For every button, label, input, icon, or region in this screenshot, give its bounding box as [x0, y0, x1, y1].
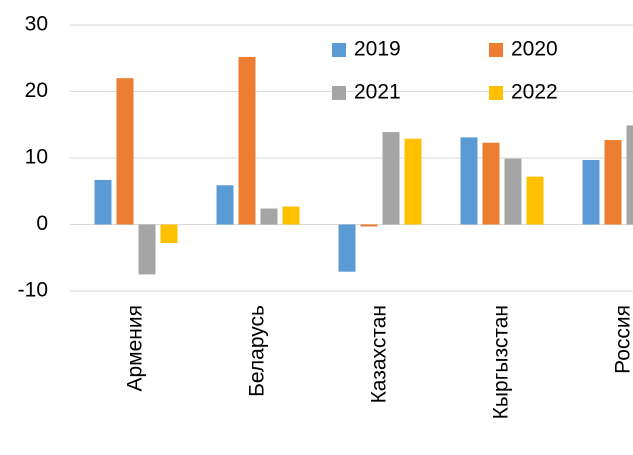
bar	[582, 159, 600, 225]
bar	[260, 208, 278, 225]
legend-label: 2020	[511, 38, 558, 61]
bar	[282, 206, 300, 225]
legend-label: 2019	[354, 38, 401, 61]
legend-swatch	[332, 43, 346, 57]
y-tick-label: 0	[36, 212, 48, 235]
legend-label: 2022	[511, 81, 558, 104]
y-tick-label: 30	[25, 13, 48, 36]
legend-swatch	[489, 86, 503, 100]
legend-swatch	[332, 86, 346, 100]
x-tick-label: Армения	[124, 305, 147, 392]
y-tick-label: -10	[18, 279, 48, 302]
bar	[526, 176, 544, 225]
bar	[604, 140, 622, 225]
bar	[360, 224, 378, 227]
bar	[504, 158, 522, 225]
bar	[238, 56, 256, 225]
y-tick-label: 10	[25, 146, 48, 169]
legend-label: 2021	[354, 81, 401, 104]
bar	[460, 137, 478, 225]
bar	[382, 132, 400, 225]
bar	[138, 224, 156, 275]
bar	[482, 142, 500, 225]
x-tick-label: Беларусь	[246, 305, 269, 397]
bar	[626, 125, 633, 225]
legend-swatch	[489, 43, 503, 57]
x-tick-label: Россия	[612, 305, 633, 374]
x-tick-label: Казахстан	[368, 305, 391, 403]
y-tick-label: 20	[25, 79, 48, 102]
bar	[116, 78, 134, 225]
bar	[404, 138, 422, 225]
bar	[216, 185, 234, 225]
bar	[94, 179, 112, 225]
x-tick-label: Кыргызстан	[490, 305, 513, 419]
bar	[160, 224, 178, 244]
bar	[338, 224, 356, 272]
